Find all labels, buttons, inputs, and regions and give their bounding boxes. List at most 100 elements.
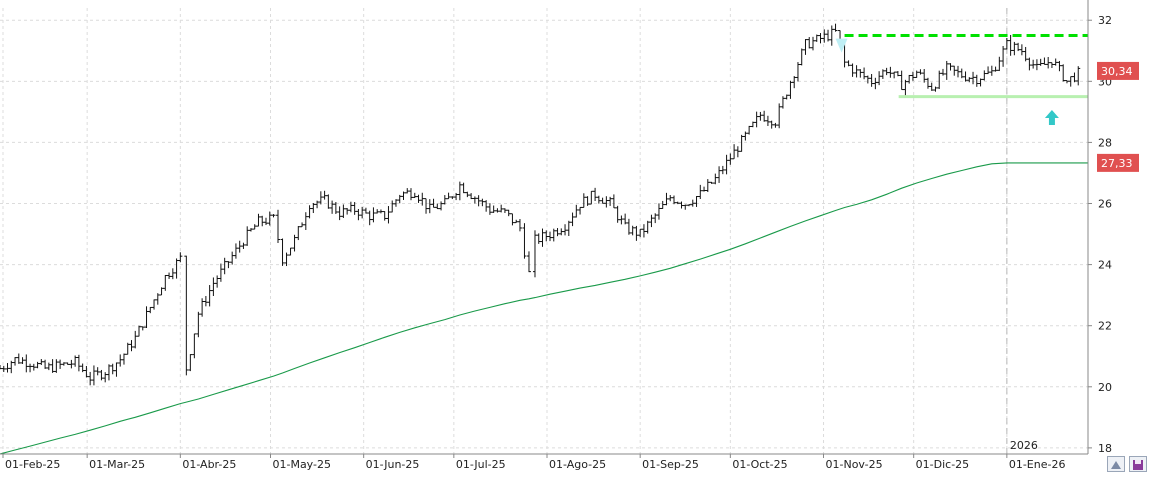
- price-bar: [1027, 57, 1032, 71]
- y-tick-label: 20: [1098, 381, 1112, 394]
- price-bar: [469, 193, 474, 200]
- price-bar: [675, 201, 680, 205]
- x-tick-label: 01-Jun-25: [366, 458, 420, 471]
- price-bar: [720, 165, 725, 175]
- price-bar: [656, 203, 661, 220]
- price-bar: [626, 218, 631, 235]
- price-bar: [375, 209, 380, 214]
- price-bar: [566, 220, 571, 236]
- price-bar: [679, 201, 684, 209]
- price-label-text: 27,33: [1101, 157, 1133, 170]
- price-bar: [604, 196, 609, 208]
- price-bar: [233, 243, 238, 259]
- price-bar: [671, 195, 676, 205]
- price-bar: [401, 191, 406, 200]
- price-bar: [412, 192, 417, 199]
- price-bar: [103, 372, 108, 383]
- price-bar: [709, 181, 714, 184]
- price-bar: [300, 222, 305, 228]
- price-bar: [892, 71, 897, 79]
- x-tick-label: 01-Sep-25: [642, 458, 699, 471]
- price-bar: [393, 199, 398, 207]
- price-bar: [1049, 62, 1054, 69]
- price-bar: [241, 242, 246, 249]
- price-bar: [424, 198, 429, 214]
- price-bar: [174, 258, 179, 279]
- price-bar: [600, 197, 605, 204]
- price-bar: [91, 365, 96, 386]
- price-bar: [50, 359, 55, 373]
- price-bar: [952, 65, 957, 76]
- price-bar: [933, 86, 938, 92]
- price-bar: [106, 364, 111, 381]
- price-bar: [826, 29, 831, 42]
- price-bar: [450, 196, 455, 200]
- price-bar: [378, 209, 383, 214]
- price-bar: [750, 121, 755, 128]
- price-bar: [717, 166, 722, 183]
- price-bar: [803, 39, 808, 55]
- price-bar: [638, 228, 643, 238]
- price-bar: [641, 224, 646, 238]
- price-bar: [144, 306, 149, 329]
- price-bar: [585, 196, 590, 206]
- price-bar: [1046, 56, 1051, 69]
- price-bar: [555, 228, 560, 237]
- price-bar: [439, 201, 444, 211]
- price-bar: [461, 182, 466, 194]
- price-bar: [491, 205, 496, 213]
- price-bar: [5, 363, 10, 373]
- price-bar: [271, 214, 276, 218]
- price-bar: [148, 306, 153, 314]
- price-bar: [435, 203, 440, 210]
- scroll-triangle-button[interactable]: [1107, 456, 1125, 472]
- price-bar: [341, 204, 346, 219]
- price-bar: [948, 63, 953, 71]
- price-bar: [944, 60, 949, 80]
- price-bar: [747, 125, 752, 135]
- price-bars: [0, 23, 1081, 386]
- price-bar: [58, 359, 63, 369]
- price-bar: [465, 191, 470, 198]
- price-bar: [959, 68, 964, 79]
- price-bar: [1064, 80, 1069, 84]
- price-bar: [1023, 46, 1028, 62]
- price-bar: [922, 68, 927, 83]
- price-bar: [611, 194, 616, 209]
- price-bar: [645, 220, 650, 234]
- price-bar: [0, 365, 2, 370]
- price-bar: [476, 195, 481, 207]
- price-bar: [574, 204, 579, 218]
- price-labels: 30,34 27,33: [1097, 61, 1139, 172]
- price-bar: [248, 228, 253, 232]
- price-bar: [245, 226, 250, 246]
- price-bar: [540, 228, 545, 247]
- price-bar: [862, 67, 867, 80]
- price-bar: [1019, 44, 1024, 56]
- price-bar: [589, 190, 594, 205]
- price-bar: [61, 362, 66, 366]
- price-bar: [99, 369, 104, 381]
- price-bar: [222, 257, 227, 275]
- price-bar: [13, 357, 18, 366]
- price-bar: [487, 203, 492, 215]
- price-bar: [54, 359, 59, 373]
- x-tick-label: 01-Mar-25: [89, 458, 145, 471]
- price-bar: [1034, 59, 1039, 71]
- price-bar: [1016, 42, 1021, 52]
- price-bar: [118, 354, 123, 367]
- price-bar: [416, 194, 421, 203]
- price-bar: [1072, 72, 1077, 83]
- price-bar: [559, 228, 564, 236]
- price-bar: [499, 204, 504, 213]
- price-bar: [311, 202, 316, 214]
- price-bar: [230, 251, 235, 265]
- price-bar: [873, 77, 878, 90]
- price-bar: [1057, 60, 1062, 72]
- price-bar: [24, 354, 29, 373]
- save-button[interactable]: [1129, 456, 1147, 472]
- price-bar: [713, 173, 718, 185]
- price-bar: [276, 209, 281, 243]
- price-bar: [526, 251, 531, 273]
- price-bar: [914, 70, 919, 78]
